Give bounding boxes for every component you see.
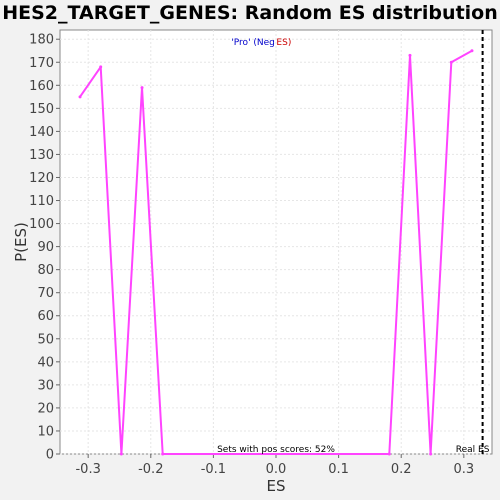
- y-tick-label: 0: [46, 448, 54, 463]
- data-point: [99, 65, 103, 69]
- series-layer: [78, 49, 474, 456]
- data-point: [119, 452, 123, 456]
- y-tick-label: 60: [37, 309, 54, 324]
- y-tick-label: 90: [37, 240, 54, 255]
- data-point: [470, 49, 474, 53]
- y-tick-label: 50: [37, 332, 54, 347]
- series-line: [79, 49, 473, 455]
- x-tick-label: -0.3: [75, 462, 100, 477]
- y-tick-label: 40: [37, 355, 54, 370]
- data-point: [408, 53, 412, 57]
- x-axis-ticks: -0.3 -0.2 -0.1 0.0 0.1 0.2 0.3: [75, 454, 474, 477]
- y-axis-ticks: 0 10 20 30 40 50 60 70 80 90 100 110 120 130 140 150 160…: [29, 33, 60, 463]
- x-tick-label: -0.2: [138, 462, 163, 477]
- pos-scores-annotation: Sets with pos scores: 52%: [217, 445, 335, 455]
- grid: [60, 30, 492, 455]
- x-tick-label: 0.3: [453, 462, 474, 477]
- y-tick-label: 150: [29, 102, 54, 117]
- y-tick-label: 130: [29, 148, 54, 163]
- y-tick-label: 10: [37, 424, 54, 439]
- y-tick-label: 170: [29, 56, 54, 71]
- y-tick-label: 80: [37, 263, 54, 278]
- y-tick-label: 70: [37, 286, 54, 301]
- y-tick-label: 160: [29, 79, 54, 94]
- legend-pos-entry: 'Pro' (Pos ES): [233, 38, 292, 48]
- y-tick-label: 100: [29, 217, 54, 232]
- x-tick-label: -0.1: [201, 462, 226, 477]
- x-tick-label: 0.1: [328, 462, 349, 477]
- data-point: [78, 95, 82, 99]
- data-point: [429, 452, 433, 456]
- y-tick-label: 140: [29, 125, 54, 140]
- chart-title: HES2_TARGET_GENES: Random ES distributio…: [2, 2, 498, 24]
- y-tick-label: 120: [29, 171, 54, 186]
- y-tick-label: 110: [29, 194, 54, 209]
- y-tick-label: 30: [37, 378, 54, 393]
- y-tick-label: 180: [29, 33, 54, 48]
- x-tick-label: 0.0: [266, 462, 287, 477]
- data-point: [449, 60, 453, 64]
- real-es-label: Real ES: [456, 445, 490, 455]
- data-point: [387, 452, 391, 456]
- y-axis-label: P(ES): [12, 222, 30, 262]
- data-point: [140, 86, 144, 90]
- y-tick-label: 20: [37, 401, 54, 416]
- legend-neg-entry: 'Pro' (Neg ES): [231, 38, 292, 48]
- x-tick-label: 0.2: [391, 462, 412, 477]
- x-axis-label: ES: [267, 477, 286, 495]
- data-point: [161, 452, 165, 456]
